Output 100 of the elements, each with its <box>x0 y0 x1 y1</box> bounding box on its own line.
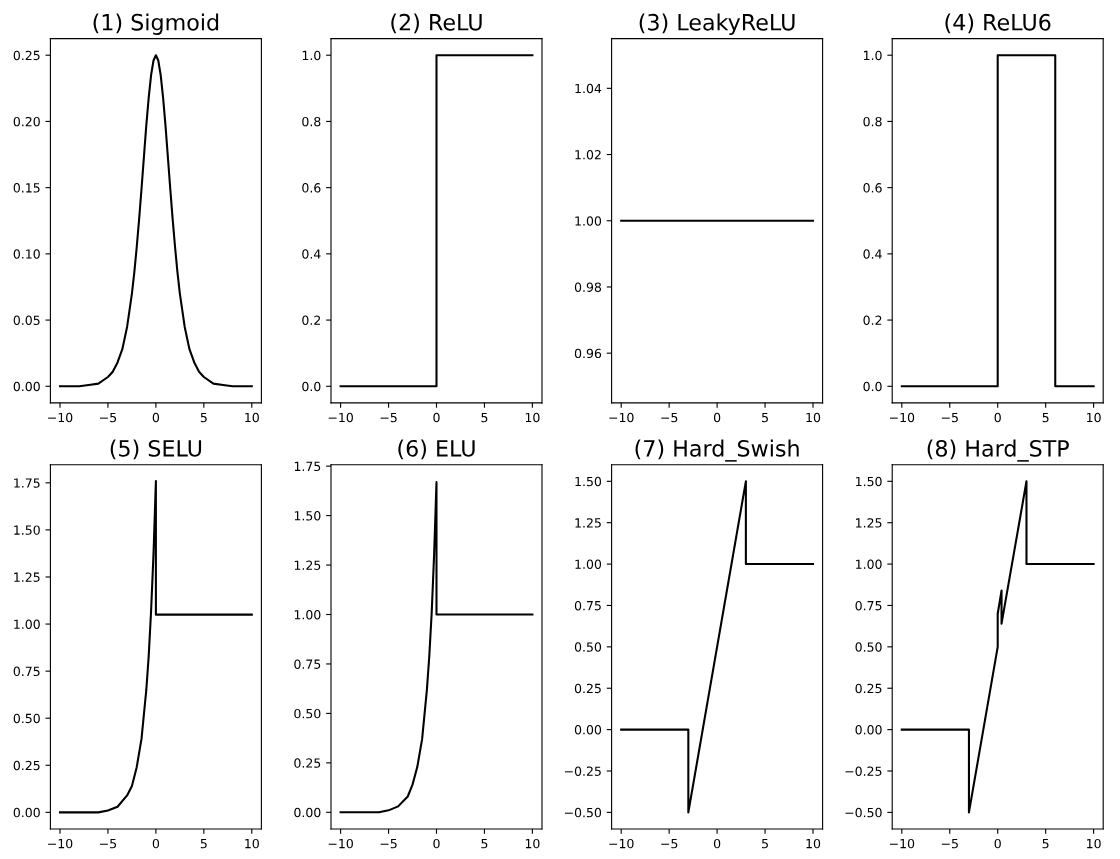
y-tick-label: 0.50 <box>13 713 40 724</box>
x-tick-label: −10 <box>889 838 915 849</box>
line-series <box>58 54 253 388</box>
y-tick-label: 0.75 <box>574 600 601 611</box>
x-tick-label: 10 <box>1087 838 1101 849</box>
y-tick-label: 0.6 <box>863 183 882 193</box>
chart-title: (2) ReLU <box>391 13 482 34</box>
y-tick-label: 1.50 <box>294 511 321 521</box>
x-tick-label: 0 <box>433 838 440 849</box>
x-tick-label: 5 <box>762 839 768 849</box>
y-tick-label: 0.25 <box>574 683 601 694</box>
y-tick-label: 0.4 <box>863 249 882 259</box>
y-tick-label: 0.20 <box>13 116 40 127</box>
y-tick-label: 0.25 <box>855 683 882 694</box>
y-tick-label: 1.50 <box>856 476 882 487</box>
x-tick-label: 0 <box>433 412 440 423</box>
x-tick-label: −5 <box>100 839 117 849</box>
y-tick-label: −0.25 <box>845 766 882 776</box>
y-tick-label: −0.50 <box>564 807 602 818</box>
line-series <box>620 480 815 814</box>
line-series <box>339 480 534 814</box>
y-tick-label: −0.25 <box>564 766 601 776</box>
y-tick-label: 1.75 <box>294 461 321 472</box>
y-tick-label: 0.50 <box>855 642 882 652</box>
chart-title: (1) Sigmoid <box>93 13 219 35</box>
x-tick-label: 10 <box>245 412 259 423</box>
x-tick-label: −5 <box>941 412 958 423</box>
y-tick-label: 1.0 <box>863 50 882 61</box>
y-tick-label: 0.25 <box>294 758 321 768</box>
x-tick-label: 5 <box>200 412 207 423</box>
y-tick-label: 0.50 <box>294 708 321 719</box>
x-tick-label: 5 <box>481 412 488 423</box>
x-tick-label: −10 <box>609 412 634 423</box>
y-tick-label: −0.50 <box>845 807 882 818</box>
x-tick-label: 5 <box>481 839 488 849</box>
chart-title: (8) Hard_STP <box>927 439 1069 462</box>
y-tick-label: 1.50 <box>575 476 602 487</box>
chart-title: (3) LeakyReLU <box>639 13 795 35</box>
y-tick-label: 1.00 <box>575 216 602 226</box>
x-tick-label: 5 <box>1042 839 1049 849</box>
chart-title: (4) ReLU6 <box>945 13 1051 34</box>
y-tick-label: 0.2 <box>302 315 321 325</box>
chart-title: (7) Hard_Swish <box>635 439 799 462</box>
y-tick-label: 1.25 <box>575 518 601 528</box>
x-tick-label: −10 <box>48 412 73 423</box>
y-tick-label: 0.96 <box>574 348 602 359</box>
y-tick-label: 1.02 <box>575 150 601 160</box>
y-tick-label: 0.00 <box>855 725 882 735</box>
y-tick-label: 0.00 <box>574 725 602 735</box>
y-tick-label: 1.0 <box>302 50 321 61</box>
x-tick-label: −10 <box>609 838 634 849</box>
y-tick-label: 0.15 <box>13 183 40 193</box>
x-tick-label: −5 <box>661 412 678 423</box>
y-tick-label: 0.25 <box>13 50 40 61</box>
x-tick-label: 5 <box>762 412 768 423</box>
x-tick-label: 10 <box>525 838 540 849</box>
y-tick-label: 1.50 <box>14 525 40 535</box>
x-tick-label: 0 <box>994 838 1001 849</box>
x-tick-label: 10 <box>245 838 259 849</box>
y-tick-label: 0.00 <box>294 807 321 818</box>
x-tick-label: −5 <box>380 839 397 849</box>
y-tick-label: 0.2 <box>863 315 882 325</box>
x-tick-label: 0 <box>713 412 721 423</box>
x-tick-label: 0 <box>152 412 160 423</box>
x-tick-label: 0 <box>994 412 1001 423</box>
y-tick-label: 1.00 <box>294 609 321 620</box>
y-tick-label: 0.6 <box>302 183 321 193</box>
y-tick-label: 0.8 <box>302 116 321 127</box>
x-tick-label: −5 <box>941 839 958 849</box>
y-tick-label: 0.4 <box>302 249 321 259</box>
y-tick-label: 1.25 <box>14 572 40 582</box>
x-tick-label: 5 <box>1042 412 1049 423</box>
x-tick-label: 0 <box>713 838 721 849</box>
y-tick-label: 0.00 <box>13 381 40 392</box>
chart-title: (5) SELU <box>110 439 202 460</box>
y-tick-label: 0.00 <box>13 807 40 818</box>
y-tick-label: 0.8 <box>863 116 882 127</box>
x-tick-label: −5 <box>100 412 117 423</box>
x-tick-label: 10 <box>806 412 821 423</box>
y-tick-label: 1.00 <box>856 559 882 569</box>
x-tick-label: −10 <box>889 412 915 423</box>
x-tick-label: 10 <box>525 412 540 423</box>
x-tick-label: 10 <box>806 838 821 849</box>
y-tick-label: 1.00 <box>14 619 40 629</box>
y-tick-label: 1.25 <box>856 518 882 528</box>
y-tick-label: 0.75 <box>855 600 882 611</box>
y-tick-label: 0.98 <box>574 282 602 292</box>
y-tick-label: 1.75 <box>14 478 40 488</box>
x-tick-label: −5 <box>380 412 397 423</box>
line-series <box>900 480 1095 814</box>
y-tick-label: 0.75 <box>13 666 40 677</box>
y-tick-label: 0.10 <box>13 249 40 259</box>
x-tick-label: 10 <box>1087 412 1101 423</box>
y-tick-label: 1.04 <box>575 83 602 94</box>
y-tick-label: 0.0 <box>302 381 321 392</box>
x-tick-label: −5 <box>661 839 678 849</box>
y-tick-label: 0.50 <box>574 642 602 652</box>
y-tick-label: 0.05 <box>13 315 40 325</box>
y-tick-label: 1.00 <box>575 559 602 569</box>
y-tick-label: 0.0 <box>863 381 882 392</box>
